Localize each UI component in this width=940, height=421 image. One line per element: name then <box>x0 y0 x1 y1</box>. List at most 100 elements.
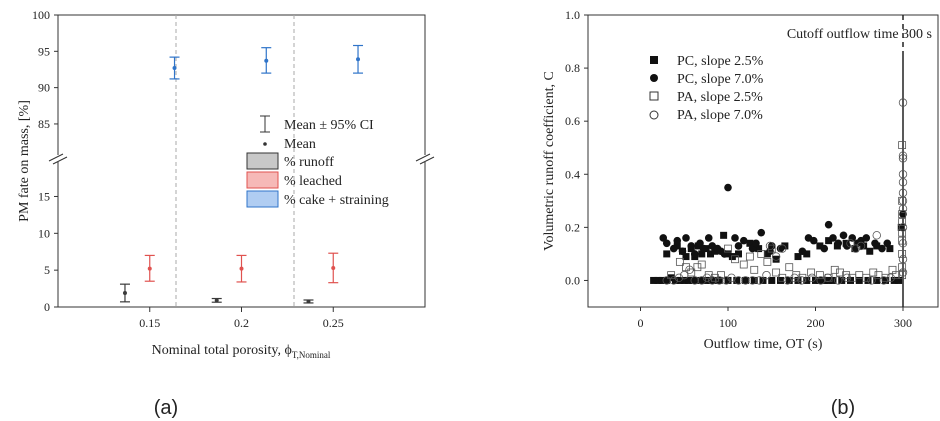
data-point <box>778 273 787 282</box>
data-point <box>698 250 706 258</box>
data-point <box>724 183 732 192</box>
data-point <box>755 245 763 253</box>
panel-b: Cutoff outflow time 300 s 0.00.20.40.60.… <box>542 8 939 419</box>
data-point <box>898 204 908 213</box>
data-point <box>869 268 878 277</box>
x-tick-label: 0.15 <box>139 316 160 330</box>
y-tick-label: 90 <box>38 81 50 95</box>
data-point <box>734 276 743 285</box>
data-point <box>669 244 678 253</box>
panel-a-series <box>119 44 364 304</box>
data-point <box>772 255 780 263</box>
data-point <box>685 276 693 284</box>
data-point <box>658 276 666 284</box>
mean-point <box>356 57 361 62</box>
error-bar <box>236 254 247 283</box>
data-point <box>731 255 739 264</box>
panel-a: 85 90 95 100 0 5 10 15 0.15 0.2 0.25 Mean ± 95% C… <box>17 8 435 419</box>
data-point <box>724 244 732 253</box>
data-point <box>882 276 889 284</box>
data-point <box>672 276 679 284</box>
data-point <box>767 242 776 250</box>
data-point <box>886 245 894 253</box>
error-bar <box>169 56 180 80</box>
data-point <box>757 228 766 237</box>
panel-a-x-ticks: 0.15 0.2 0.25 <box>139 307 344 330</box>
data-point <box>728 253 736 261</box>
data-point <box>777 276 784 284</box>
data-point <box>724 276 732 284</box>
data-point <box>898 210 907 218</box>
mean-point <box>306 299 311 304</box>
data-point <box>733 276 741 284</box>
data-point <box>829 234 837 242</box>
data-point <box>847 276 854 284</box>
data-point <box>707 250 714 258</box>
panel-a-y-ticks: 85 90 95 100 0 5 10 15 <box>32 8 58 314</box>
data-point <box>890 276 898 284</box>
y-tick-label: 0.2 <box>565 220 580 234</box>
legend-pa70: PA, slope 7.0% <box>677 108 763 123</box>
data-point <box>682 234 690 242</box>
panel-b-y-ticks: 0.0 0.2 0.4 0.6 0.8 1.0 <box>565 8 588 287</box>
data-point <box>690 276 699 285</box>
data-point <box>836 268 844 277</box>
data-point <box>855 276 863 284</box>
data-point <box>687 242 696 250</box>
data-point <box>693 263 702 272</box>
data-point <box>717 271 725 280</box>
data-point <box>898 239 908 248</box>
data-point <box>820 244 829 253</box>
error-bar <box>261 47 272 74</box>
data-point <box>750 276 758 284</box>
data-point <box>842 273 852 282</box>
data-point <box>750 265 759 274</box>
panel-b-y-axis-label: Volumetric runoff coefficient, C <box>542 71 557 251</box>
data-point <box>898 178 908 187</box>
y-tick-label: 0.8 <box>565 61 580 75</box>
y-tick-label: 15 <box>38 189 50 203</box>
data-point <box>763 257 772 266</box>
y-tick-label: 100 <box>32 8 50 22</box>
data-point <box>830 265 839 274</box>
data-point <box>739 260 748 269</box>
data-point <box>673 242 681 250</box>
data-point <box>895 276 903 284</box>
data-point <box>851 245 859 253</box>
y-tick-label: 0 <box>44 300 50 314</box>
panel-a-y-axis-label: PM fate on mass, [%] <box>17 100 32 222</box>
panel-b-label: (b) <box>831 397 855 419</box>
legend-pa70-symbol <box>649 110 659 120</box>
data-point <box>829 276 837 284</box>
error-bar <box>303 299 314 304</box>
data-point <box>715 276 724 285</box>
data-point <box>797 276 806 285</box>
data-point <box>674 273 684 282</box>
legend-pa25-symbol <box>649 91 659 101</box>
data-point <box>825 237 833 245</box>
data-point <box>663 250 671 258</box>
data-point <box>762 270 771 280</box>
series-circle-open <box>662 98 908 285</box>
panel-b-x-ticks: 0 100 200 300 <box>638 307 912 330</box>
data-point <box>872 231 881 240</box>
data-point <box>883 239 892 248</box>
data-point <box>792 271 801 280</box>
error-bar <box>328 252 339 284</box>
legend-mean-symbol <box>263 142 267 146</box>
data-point <box>739 236 748 245</box>
data-point <box>816 242 824 250</box>
data-point <box>680 270 689 280</box>
legend-runoff-swatch <box>246 152 279 170</box>
data-point <box>873 276 881 284</box>
data-point <box>862 273 871 282</box>
data-point <box>834 239 843 248</box>
data-point <box>807 268 816 277</box>
axis-break-right <box>415 153 435 165</box>
data-point <box>898 255 908 264</box>
data-point <box>710 273 719 282</box>
panel-b-series <box>650 98 908 285</box>
data-point <box>689 276 697 284</box>
data-point <box>745 252 754 261</box>
data-point <box>731 234 739 242</box>
